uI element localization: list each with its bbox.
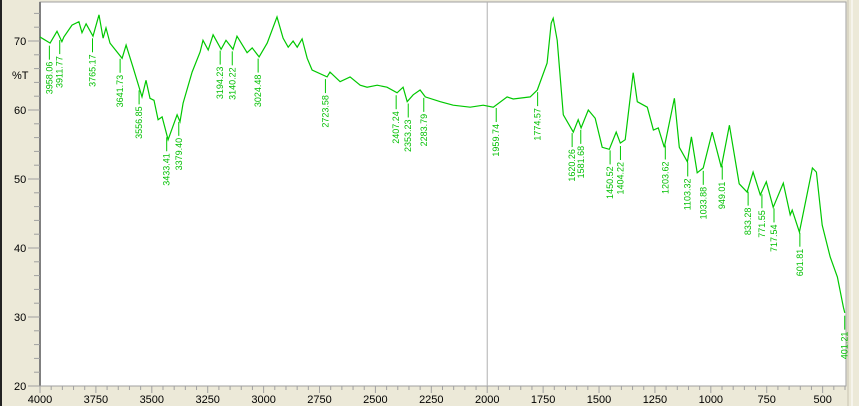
- y-tick-label: 50: [14, 174, 26, 186]
- peak-label: 1774.57: [533, 108, 543, 141]
- peak-label: 3024.48: [253, 75, 263, 108]
- peak-label: 1450.52: [605, 166, 615, 199]
- peak-marker: 601.81: [795, 232, 805, 277]
- peak-label: 1959.74: [491, 124, 501, 157]
- peak-label: 949.01: [717, 182, 727, 210]
- peak-marker: 1581.68: [576, 129, 586, 179]
- left-border: [0, 0, 2, 406]
- x-tick-label: 3250: [195, 394, 219, 406]
- peak-label: 3958.06: [44, 62, 54, 95]
- peak-marker: 3556.85: [134, 90, 144, 139]
- x-tick-label: 2000: [475, 394, 499, 406]
- peak-label: 2723.58: [320, 95, 330, 128]
- x-tick-label: 750: [758, 394, 776, 406]
- x-tick-label: 3750: [84, 394, 108, 406]
- peak-label: 1404.22: [615, 162, 625, 195]
- peak-marker: 771.55: [757, 194, 767, 238]
- peak-label: 2283.79: [419, 114, 429, 147]
- x-tick-label: 1000: [699, 394, 723, 406]
- peak-label: 3556.85: [134, 106, 144, 139]
- x-tick-label: 3500: [140, 394, 164, 406]
- peak-label: 3379.40: [174, 138, 184, 171]
- peak-label: 1203.62: [660, 161, 670, 194]
- peak-marker: 1404.22: [615, 145, 625, 195]
- x-tick-label: 4000: [28, 394, 52, 406]
- peak-label: 1581.68: [576, 146, 586, 179]
- peak-marker: 1450.52: [605, 150, 615, 199]
- peak-marker: 2283.79: [419, 97, 429, 147]
- peak-marker: 1203.62: [660, 145, 670, 194]
- peak-marker: 3433.41: [162, 137, 172, 186]
- peak-label: 3140.22: [227, 67, 237, 100]
- peak-label: 1103.32: [683, 178, 693, 210]
- peak-label: 401.21: [840, 332, 850, 360]
- y-tick-label: 40: [14, 243, 26, 255]
- x-tick-label: 1500: [587, 394, 611, 406]
- x-tick-label: 2500: [363, 394, 387, 406]
- y-tick-label: 20: [14, 381, 26, 393]
- peak-marker: 3641.73: [115, 58, 125, 108]
- peak-marker: 1959.74: [491, 108, 501, 157]
- peak-marker: 1620.26: [567, 133, 577, 182]
- peak-label: 3641.73: [115, 75, 125, 108]
- peak-marker: 2723.58: [320, 79, 330, 128]
- peak-marker: 3140.22: [227, 51, 237, 100]
- plot-layer: 3958.06 3911.77 3765.17 3641.73 3556.85 3433.…: [39, 2, 850, 386]
- y-tick-label: 30: [14, 312, 26, 324]
- peak-marker: 401.21: [840, 315, 850, 360]
- peak-marker: 833.28: [743, 191, 753, 236]
- peak-label: 601.81: [795, 249, 805, 277]
- peak-label: 2353.23: [403, 120, 413, 153]
- x-tick-label: 2750: [307, 394, 331, 406]
- peak-marker: 3024.48: [253, 58, 263, 108]
- y-axis-label: %T: [12, 70, 29, 82]
- peak-marker: 1774.57: [533, 92, 543, 141]
- x-tick-label: 1250: [643, 394, 667, 406]
- peak-marker: 1103.32: [683, 162, 693, 210]
- peak-marker: 2353.23: [403, 103, 413, 153]
- peak-marker: 3911.77: [55, 40, 65, 88]
- x-tick-label: 3000: [251, 394, 275, 406]
- spectrum-line: [39, 14, 846, 314]
- peak-marker: 1033.88: [698, 170, 708, 220]
- y-tick-label: 60: [14, 105, 26, 117]
- peak-label: 1620.26: [567, 149, 577, 182]
- peak-label: 1033.88: [698, 187, 708, 220]
- y-tick-label: 70: [14, 36, 26, 48]
- peak-label: 3194.23: [215, 67, 225, 100]
- peak-marker: 3958.06: [44, 45, 54, 95]
- peak-label: 833.28: [743, 208, 753, 236]
- peak-label: 717.54: [769, 224, 779, 252]
- x-tick-label: 500: [813, 394, 831, 406]
- peak-marker: 717.54: [769, 208, 779, 252]
- peak-marker: 3379.40: [174, 121, 184, 171]
- peak-label: 3433.41: [162, 153, 172, 186]
- axes: 20 30 40 50 60 70 4000 3750 3500 3250 3000 2750 2500…: [14, 2, 846, 406]
- x-tick-label: 1750: [531, 394, 555, 406]
- peak-label: 3911.77: [55, 56, 65, 88]
- peak-marker: 3765.17: [88, 38, 98, 87]
- peak-marker: 2407.24: [391, 95, 401, 144]
- peak-label: 2407.24: [391, 111, 401, 144]
- x-tick-label: 2250: [419, 394, 443, 406]
- plot-area[interactable]: [39, 1, 847, 387]
- peak-label: 771.55: [757, 210, 767, 238]
- peak-marker: 3194.23: [215, 50, 225, 100]
- peak-marker: 949.01: [717, 165, 727, 210]
- peak-label: 3765.17: [88, 54, 98, 87]
